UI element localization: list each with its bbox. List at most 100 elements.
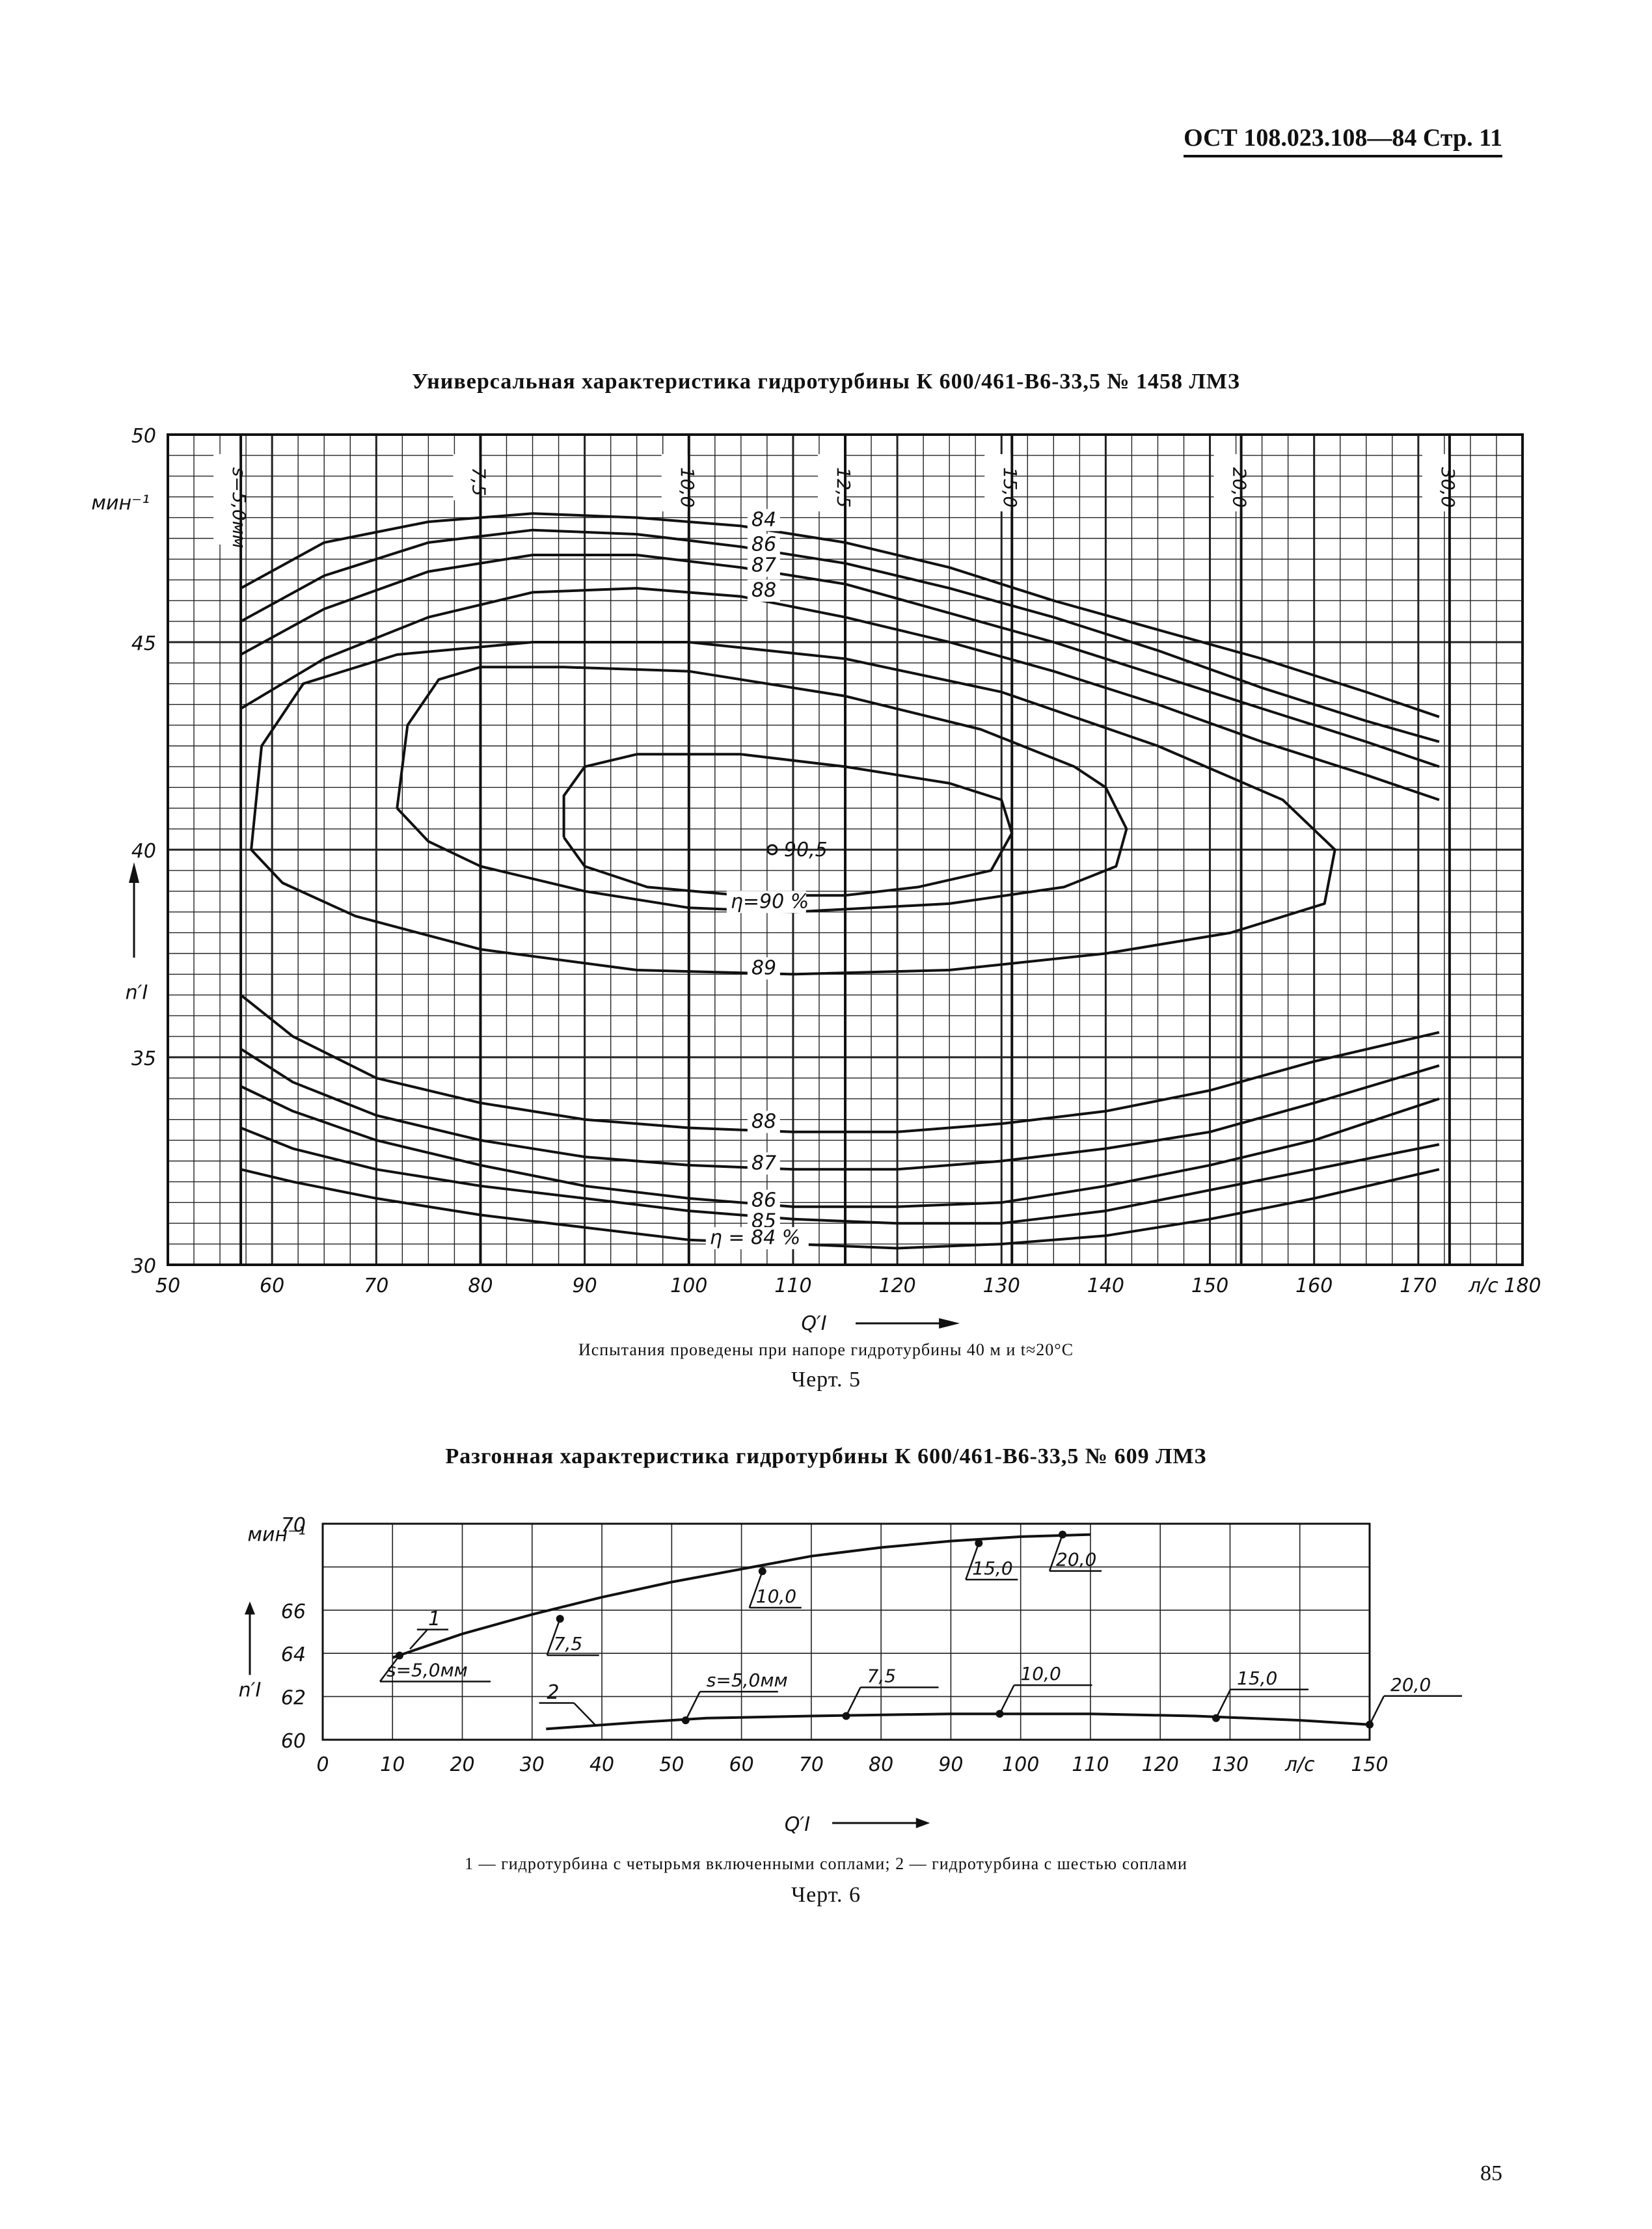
x-tick-label: 120 [878, 1275, 915, 1297]
curve-label-84: 84 [752, 508, 776, 531]
x-tick-label: 170 [1400, 1275, 1437, 1297]
marker-label: 7,5 [554, 1633, 583, 1655]
marker-label-leader [684, 1691, 701, 1721]
series-name-1-leader [409, 1628, 428, 1650]
x-tick-label: 110 [1072, 1753, 1109, 1776]
curve-label-90: η=90 % [731, 890, 809, 913]
marker-label: 20,0 [1056, 1549, 1096, 1571]
x-axis-arrowhead [939, 1318, 960, 1329]
curve-label-87-lower: 87 [752, 1152, 776, 1174]
series-line-1 [392, 1533, 1090, 1659]
curve-label-bg [747, 1111, 780, 1133]
x-tick-label: 70 [799, 1753, 824, 1776]
marker-label: 10,0 [1020, 1663, 1061, 1684]
marker-label-leader [379, 1655, 400, 1682]
x-tick-label: 20 [450, 1753, 474, 1776]
plot-frame [321, 1522, 1371, 1741]
x-tick-label: 40 [589, 1753, 614, 1776]
opening-label-bg [1422, 454, 1448, 511]
curve-label-bg [747, 534, 780, 556]
efficiency-curve-closed [250, 641, 1336, 976]
marker-label-leader [1215, 1689, 1232, 1719]
x-unit-label: л/с [1284, 1753, 1315, 1776]
opening-label: 10,0 [677, 467, 698, 507]
curve-label-bg [747, 554, 780, 577]
opening-label-bg [453, 454, 480, 500]
efficiency-curve-closed [562, 753, 1014, 897]
chart1-title: Универсальная характеристика гидротурбин… [412, 370, 1240, 394]
opening-label-bg [661, 454, 688, 511]
x-tick-label: 150 [1351, 1753, 1388, 1776]
x-tick-label: 50 [659, 1753, 684, 1776]
opening-label: 20,0 [1229, 467, 1251, 507]
document-header: ОСТ 108.023.108—84 Стр. 11 [1184, 124, 1502, 157]
opening-label-bg [213, 454, 240, 545]
marker-label: 10,0 [756, 1586, 796, 1607]
y-tick-label: 66 [281, 1601, 306, 1623]
series-line-2 [546, 1712, 1370, 1731]
x-tick-label: 80 [468, 1275, 493, 1297]
x-tick-label: 130 [1212, 1753, 1249, 1776]
opening-label: 12,5 [833, 467, 854, 507]
curve-label-bg [705, 1227, 809, 1250]
efficiency-curve-lower [240, 1047, 1440, 1171]
x-tick-label: 130 [983, 1275, 1020, 1297]
curve-label-88-upper: 88 [752, 579, 776, 602]
x-tick-label: 120 [1142, 1753, 1179, 1776]
series-name-2: 2 [547, 1681, 559, 1704]
curve-label-88-lower: 88 [752, 1110, 776, 1133]
efficiency-curve-upper [240, 528, 1440, 744]
curve-label-86-lower: 86 [752, 1189, 776, 1212]
opening-label: 30,0 [1437, 467, 1459, 507]
x-tick-label: 70 [364, 1275, 388, 1297]
marker-label: 20,0 [1390, 1674, 1431, 1695]
chart2-figure-label: Черт. 6 [791, 1883, 861, 1907]
chart1-figure-label: Черт. 5 [791, 1368, 861, 1392]
x-tick-label: 160 [1295, 1275, 1333, 1297]
marker-label-leader [1368, 1695, 1385, 1725]
marker-label: s=5,0мм [707, 1669, 788, 1691]
chart1-caption: Испытания проведены при напоре гидротурб… [578, 1340, 1074, 1359]
marker-label: 15,0 [972, 1558, 1012, 1579]
y-tick-label: 70 [281, 1514, 306, 1537]
marker-label: 15,0 [1237, 1668, 1277, 1689]
x-tick-label: 30 [520, 1753, 545, 1776]
optimum-point [766, 844, 778, 856]
chart2-caption: 1 — гидротурбина с четырьмя включенными … [465, 1854, 1187, 1873]
marker-label-leader [965, 1543, 980, 1580]
x-axis-arrowhead [915, 1818, 930, 1828]
curve-label-bg [747, 509, 780, 532]
y-tick-label: 45 [131, 632, 156, 655]
marker-label-leader [748, 1571, 763, 1608]
x-tick-label: 60 [729, 1753, 754, 1776]
y-unit-label: мин⁻¹ [91, 492, 150, 515]
page-number: 85 [1480, 2161, 1502, 2185]
x-tick-label: 90 [938, 1753, 963, 1776]
efficiency-curve-upper [240, 587, 1440, 802]
efficiency-curve-upper [240, 512, 1440, 718]
marker-label-leader [999, 1684, 1015, 1714]
x-tick-label: 10 [380, 1753, 405, 1776]
efficiency-curve-closed [396, 666, 1128, 913]
efficiency-curve-lower [240, 1126, 1440, 1225]
x-tick-label: 100 [670, 1275, 707, 1297]
x-tick-label: 0 [316, 1753, 329, 1776]
y-tick-label: 35 [131, 1047, 156, 1070]
x-tick-label: 60 [260, 1275, 284, 1297]
curve-label-bg [747, 957, 780, 980]
curve-label-84-lower: η = 84 % [710, 1226, 800, 1249]
y-axis-arrowhead [129, 862, 139, 884]
opening-label: 7,5 [468, 467, 489, 496]
y-axis-label: n′I [126, 982, 148, 1005]
x-tick-label: 90 [573, 1275, 597, 1297]
marker-label: 7,5 [867, 1665, 897, 1686]
chart2-title: Разгонная характеристика гидротурбины К … [445, 1444, 1207, 1468]
y-axis-arrowhead [245, 1601, 255, 1615]
y-axis-label: n′I [239, 1679, 262, 1702]
series-name-2-leader [573, 1702, 596, 1725]
opening-label-bg [818, 454, 844, 511]
y-tick-label: 30 [131, 1255, 156, 1278]
curve-label-bg [747, 579, 780, 602]
x-tick-label: 150 [1191, 1275, 1228, 1297]
